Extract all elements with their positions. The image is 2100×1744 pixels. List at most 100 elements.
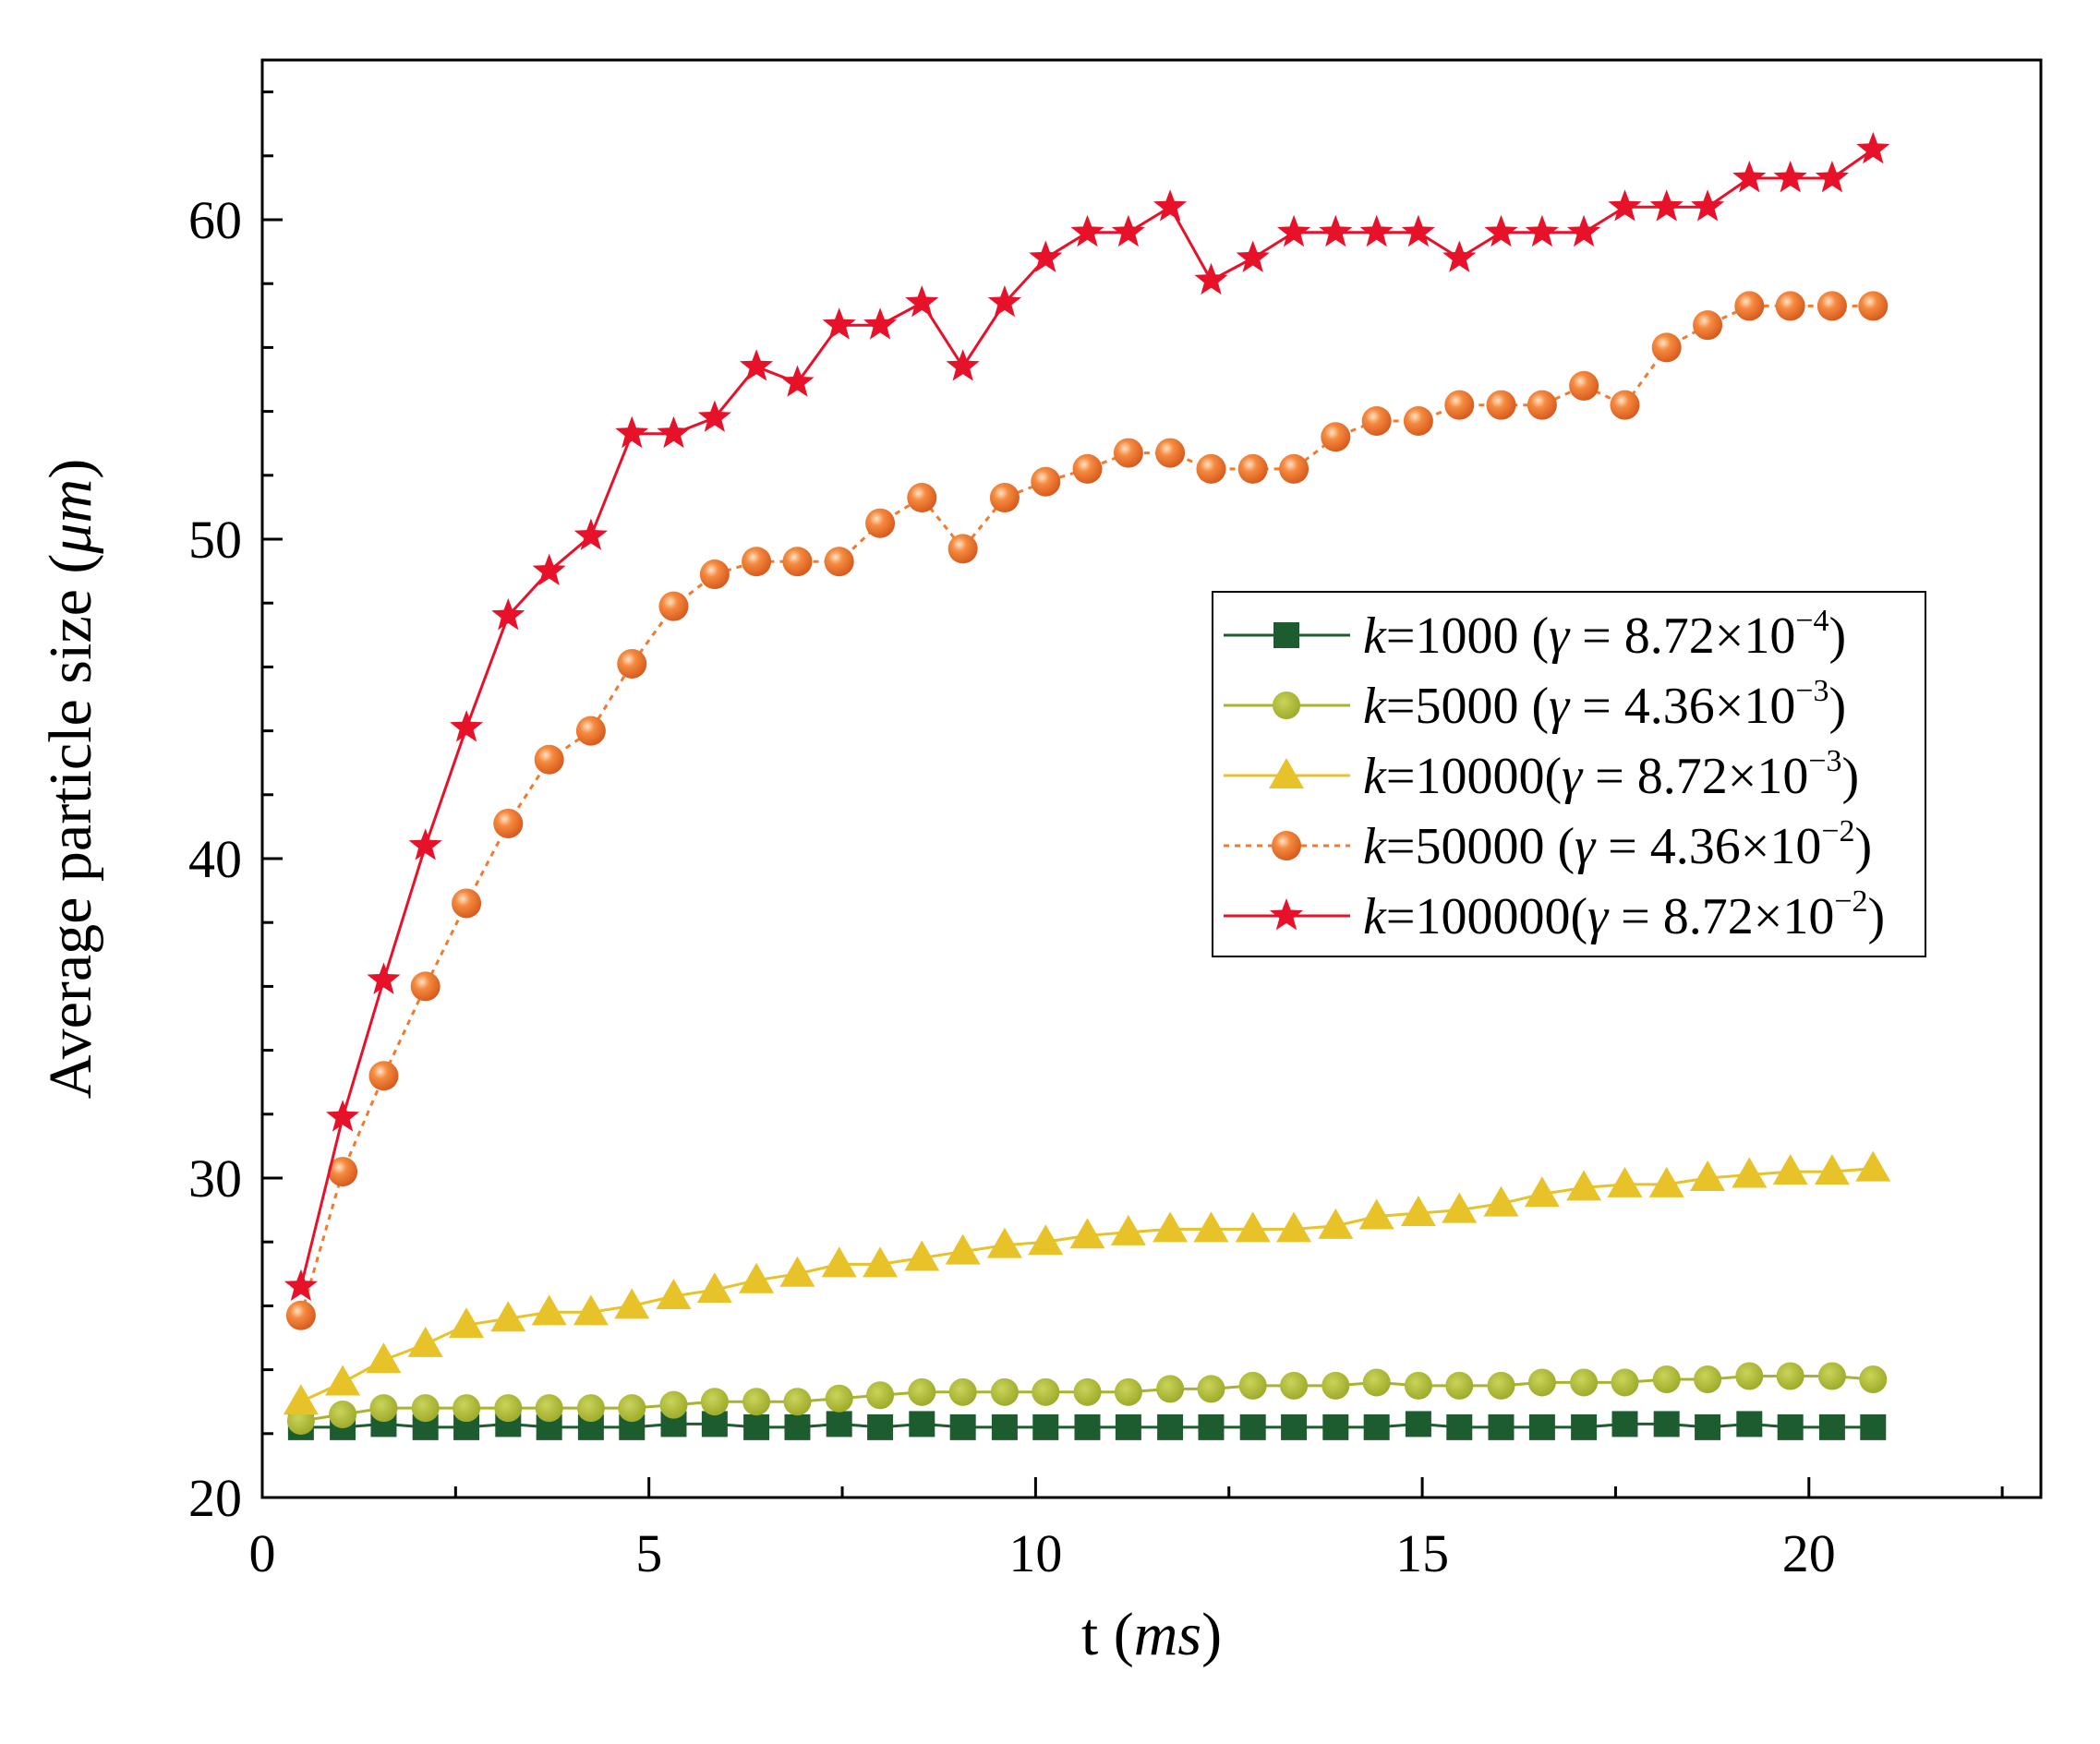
- star-marker: [863, 307, 898, 340]
- legend-gamma: γ: [1549, 678, 1571, 735]
- star-marker: [1269, 898, 1304, 931]
- square-marker: [1273, 622, 1299, 648]
- y-tick-label: 30: [188, 1149, 242, 1209]
- legend-main: =1000 (: [1386, 607, 1549, 665]
- y-axis-title-text: Average particle size (: [37, 554, 104, 1100]
- circle-marker: [1817, 1362, 1846, 1390]
- y-tick-label: 50: [188, 510, 242, 570]
- circle-marker: [1362, 1368, 1391, 1397]
- star-marker: [1608, 189, 1642, 222]
- sphere-marker: [285, 1300, 316, 1330]
- circle-marker: [1611, 1368, 1639, 1397]
- legend-close: ): [1829, 678, 1847, 735]
- circle-marker: [742, 1388, 771, 1416]
- sphere-marker: [1361, 405, 1392, 436]
- legend-k: k: [1363, 888, 1387, 945]
- legend-eq: = 8.72×10: [1569, 607, 1795, 665]
- sphere-marker: [1775, 291, 1805, 321]
- star-marker: [1525, 214, 1559, 247]
- legend-eq: = 4.36×10: [1595, 818, 1821, 875]
- triangle-marker: [904, 1240, 940, 1271]
- triangle-marker: [325, 1365, 361, 1396]
- legend-gamma: γ: [1575, 818, 1597, 875]
- sphere-marker: [1031, 466, 1061, 497]
- star-marker: [573, 518, 608, 550]
- square-marker: [1736, 1411, 1763, 1437]
- square-marker: [1032, 1413, 1059, 1440]
- triangle-marker: [1524, 1176, 1560, 1208]
- sphere-marker: [1113, 438, 1143, 468]
- legend-item: k=5000 (γ = 4.36×10−3): [1224, 674, 1846, 735]
- star-marker: [1029, 240, 1063, 272]
- square-marker: [867, 1413, 894, 1440]
- legend-main: =5000 (: [1386, 678, 1549, 735]
- triangle-marker: [573, 1294, 609, 1326]
- sphere-marker: [865, 508, 896, 538]
- triangle-marker: [821, 1246, 857, 1278]
- square-marker: [909, 1411, 935, 1437]
- star-marker: [1194, 262, 1228, 295]
- series-2: [283, 1150, 1891, 1415]
- triangle-marker: [1358, 1198, 1394, 1230]
- triangle-marker: [1028, 1224, 1064, 1256]
- sphere-marker: [1072, 453, 1103, 484]
- triangle-marker: [1069, 1218, 1105, 1249]
- sphere-marker: [493, 808, 524, 838]
- x-axis-title-unit: ms: [1134, 1601, 1201, 1668]
- circle-marker: [1197, 1375, 1225, 1403]
- sphere-marker: [947, 534, 978, 564]
- sphere-marker: [328, 1157, 358, 1187]
- triangle-marker: [1400, 1196, 1436, 1227]
- circle-marker: [1280, 1371, 1309, 1400]
- sphere-marker: [1403, 405, 1433, 436]
- star-marker: [740, 349, 774, 381]
- series-layer: [283, 131, 1891, 1440]
- triangle-marker: [1690, 1161, 1726, 1191]
- triangle-marker: [1235, 1211, 1271, 1243]
- y-tick-label: 20: [188, 1468, 242, 1528]
- sphere-marker: [1237, 453, 1268, 484]
- triangle-marker: [739, 1262, 775, 1293]
- legend-label: k=100000(γ = 8.72×10−2): [1363, 884, 1885, 945]
- square-marker: [949, 1413, 976, 1440]
- square-marker: [991, 1413, 1018, 1440]
- circle-marker: [1652, 1365, 1681, 1393]
- square-marker: [1571, 1413, 1598, 1440]
- x-tick-label: 15: [1395, 1523, 1449, 1583]
- star-marker: [1442, 240, 1477, 272]
- sphere-marker: [1734, 291, 1765, 321]
- square-marker: [743, 1413, 770, 1440]
- legend-item: k=50000 (γ = 4.36×10−2): [1224, 814, 1872, 875]
- square-marker: [1818, 1413, 1845, 1440]
- square-marker: [1074, 1413, 1101, 1440]
- star-marker: [780, 365, 815, 397]
- triangle-marker: [1566, 1170, 1602, 1201]
- circle-marker: [369, 1394, 398, 1423]
- circle-marker: [1445, 1371, 1474, 1400]
- square-marker: [1528, 1413, 1555, 1440]
- y-axis-title: Average particle size (μm): [37, 459, 104, 1099]
- star-marker: [1567, 214, 1601, 247]
- circle-marker: [1735, 1362, 1764, 1390]
- square-marker: [1198, 1413, 1225, 1440]
- sphere-marker: [575, 716, 606, 746]
- star-marker: [1773, 161, 1807, 193]
- x-tick-label: 10: [1008, 1523, 1062, 1583]
- triangle-marker: [1732, 1157, 1768, 1188]
- circle-marker: [1694, 1365, 1722, 1393]
- sphere-marker: [534, 744, 564, 775]
- star-marker: [408, 828, 442, 860]
- square-marker: [1777, 1413, 1804, 1440]
- star-marker: [1401, 214, 1435, 247]
- star-marker: [1111, 214, 1145, 247]
- legend-item: k=1000 (γ = 8.72×10−4): [1224, 604, 1846, 665]
- circle-marker: [1156, 1375, 1185, 1403]
- y-axis-title-close: ): [37, 459, 104, 479]
- sphere-marker: [452, 888, 482, 919]
- legend-label: k=10000(γ = 8.72×10−3): [1363, 744, 1859, 805]
- triangle-marker: [407, 1326, 443, 1357]
- legend-item: k=100000(γ = 8.72×10−2): [1224, 884, 1885, 945]
- square-marker: [784, 1413, 811, 1440]
- circle-marker: [1527, 1368, 1556, 1397]
- triangle-marker: [1276, 1211, 1312, 1243]
